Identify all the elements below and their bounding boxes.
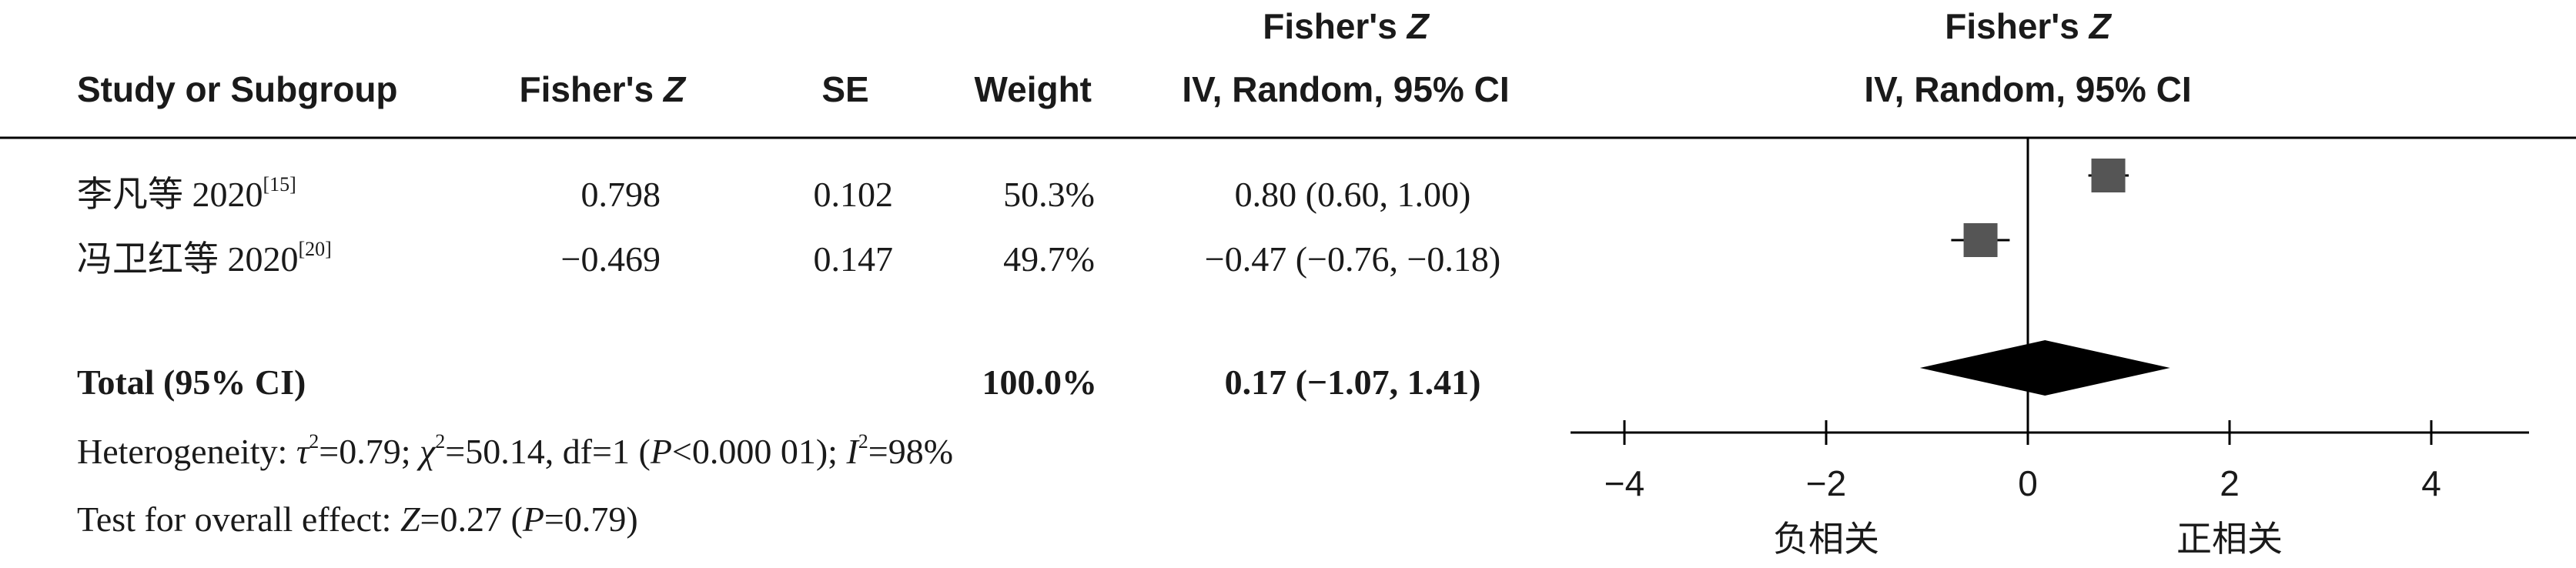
table-row: 冯卫红等 2020[20] −0.469 0.147 49.7% −0.47 (… <box>77 238 1500 279</box>
table-row: 李凡等 2020[15] 0.798 0.102 50.3% 0.80 (0.6… <box>77 173 1470 214</box>
study-se: 0.102 <box>814 175 894 214</box>
axis-label-negative: 负相关 <box>1773 518 1879 560</box>
plot-area: −4 −2 0 2 4 负相关 正相关 <box>1571 138 2529 560</box>
x-tick-label: 0 <box>2018 463 2038 503</box>
study-name: 冯卫红等 2020[20] <box>77 238 332 279</box>
point-estimate-marker <box>1963 223 1998 257</box>
header-ci-top: Fisher's Z <box>1263 6 1430 46</box>
header-effect: Fisher's Z <box>520 69 687 109</box>
x-axis-ticks: −4 −2 0 2 4 <box>1604 420 2441 503</box>
header-weight: Weight <box>975 69 1092 109</box>
study-weight: 49.7% <box>1003 239 1095 279</box>
study-effect: −0.469 <box>561 239 661 279</box>
x-tick-label: 2 <box>2220 463 2240 503</box>
header-plot-bottom: IV, Random, 95% CI <box>1864 69 2191 109</box>
pooled-diamond <box>1919 340 2170 396</box>
point-estimate-marker <box>2091 159 2126 192</box>
total-label: Total (95% CI) <box>77 363 306 402</box>
header-plot-top: Fisher's Z <box>1945 6 2112 46</box>
study-weight: 50.3% <box>1003 175 1095 214</box>
study-se: 0.147 <box>814 239 894 279</box>
total-ci: 0.17 (−1.07, 1.41) <box>1225 363 1481 402</box>
x-tick-label: 4 <box>2421 463 2441 503</box>
total-weight: 100.0% <box>982 363 1098 402</box>
header-se: SE <box>821 69 868 109</box>
x-tick-label: −4 <box>1604 463 1644 503</box>
study-ci: −0.47 (−0.76, −0.18) <box>1205 239 1500 279</box>
overall-effect-text: Test for overall effect: Z=0.27 (P=0.79) <box>77 500 638 539</box>
header-study: Study or Subgroup <box>77 69 398 109</box>
study-effect: 0.798 <box>581 175 661 214</box>
header-ci-bottom: IV, Random, 95% CI <box>1182 69 1509 109</box>
total-row: Total (95% CI) 100.0% 0.17 (−1.07, 1.41) <box>77 363 1480 402</box>
study-markers <box>1951 159 2129 257</box>
heterogeneity-text: Heterogeneity: τ2=0.79; χ2=50.14, df=1 (… <box>77 430 953 471</box>
axis-label-positive: 正相关 <box>2176 518 2283 560</box>
x-tick-label: −2 <box>1806 463 1846 503</box>
study-ci: 0.80 (0.60, 1.00) <box>1235 175 1471 214</box>
study-name: 李凡等 2020[15] <box>77 173 296 214</box>
